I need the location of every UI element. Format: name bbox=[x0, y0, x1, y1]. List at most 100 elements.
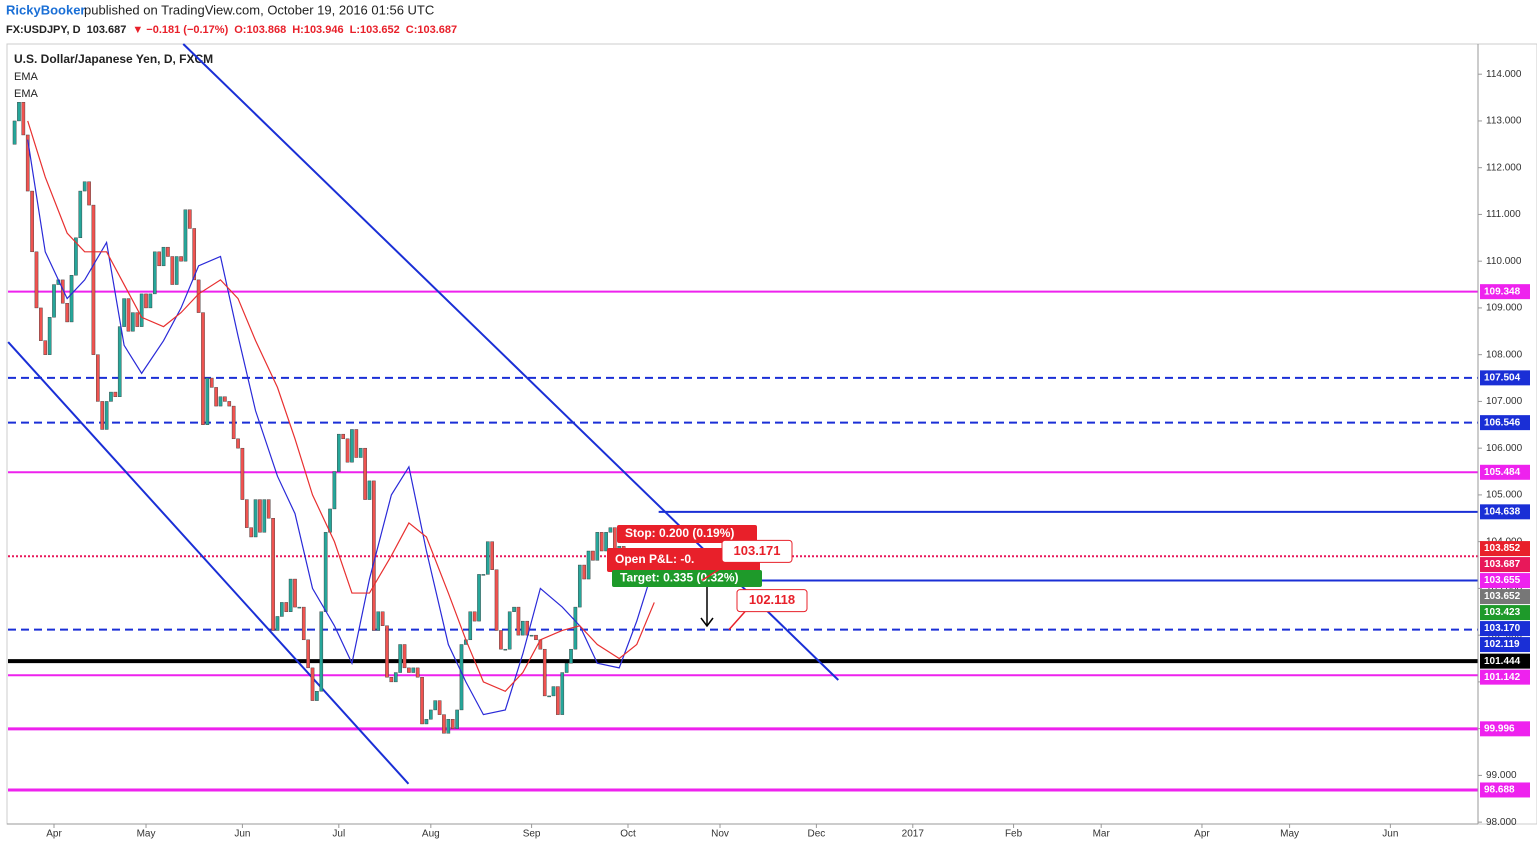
symbol-close: C:103.687 bbox=[406, 24, 457, 36]
candle-body bbox=[450, 719, 455, 729]
price-label-bg bbox=[1480, 669, 1530, 685]
price-label: 101.444 bbox=[1484, 656, 1521, 667]
candle-body bbox=[201, 312, 205, 425]
candle-body bbox=[43, 340, 48, 355]
price-label-bg bbox=[1480, 782, 1530, 798]
candle-body bbox=[271, 518, 275, 631]
x-tick-label: Sep bbox=[523, 829, 541, 840]
callout-pointer bbox=[701, 561, 731, 582]
candle-body bbox=[599, 532, 604, 552]
candle-body bbox=[499, 630, 503, 650]
y-tick-label: 108.000 bbox=[1486, 349, 1523, 360]
candle-body bbox=[293, 578, 297, 608]
symbol-low: L:103.652 bbox=[350, 24, 400, 36]
candle-body bbox=[556, 686, 560, 715]
candle-body bbox=[122, 298, 126, 327]
candle-body bbox=[188, 209, 192, 229]
x-tick-label: Apr bbox=[46, 829, 62, 840]
price-label-bg bbox=[1480, 573, 1530, 589]
candle-body bbox=[306, 639, 310, 669]
price-label-bg bbox=[1480, 415, 1530, 431]
candle-body bbox=[12, 120, 17, 145]
price-label: 105.484 bbox=[1484, 467, 1521, 478]
callout-label: 103.171 bbox=[734, 543, 781, 558]
x-tick-label: Oct bbox=[620, 829, 636, 840]
x-tick-label: May bbox=[137, 829, 156, 840]
candle-body bbox=[415, 667, 420, 678]
price-label: 103.423 bbox=[1484, 607, 1521, 618]
candle-body bbox=[490, 541, 494, 570]
legend-ema: EMA bbox=[14, 71, 39, 83]
candle-body bbox=[179, 256, 183, 262]
x-tick-label: 2017 bbox=[902, 829, 925, 840]
symbol-open: O:103.868 bbox=[234, 24, 286, 36]
candle-body bbox=[284, 602, 289, 612]
candle-body bbox=[183, 209, 188, 262]
candle-body bbox=[209, 377, 214, 388]
candle-body bbox=[161, 246, 166, 267]
candle-body bbox=[608, 527, 613, 533]
candle-body bbox=[100, 401, 105, 430]
candle-body bbox=[52, 284, 56, 318]
y-tick-label: 106.000 bbox=[1486, 443, 1523, 454]
candle-body bbox=[218, 396, 223, 407]
callout-box bbox=[721, 539, 793, 563]
candle-body bbox=[39, 307, 43, 341]
candle-body bbox=[507, 611, 512, 650]
candle-body bbox=[564, 662, 569, 673]
candle-body bbox=[166, 246, 170, 257]
candle-body bbox=[78, 190, 83, 239]
y-tick-label: 99.000 bbox=[1486, 770, 1517, 781]
candle-body bbox=[437, 700, 442, 715]
candle-body bbox=[332, 471, 337, 510]
x-tick-label: Apr bbox=[1194, 829, 1210, 840]
author[interactable]: RickyBooker bbox=[6, 2, 85, 17]
price-label-bg bbox=[1480, 464, 1530, 480]
published: published on TradingView.com, October 19… bbox=[84, 2, 434, 17]
candle-body bbox=[135, 312, 140, 327]
price-label-bg bbox=[1480, 504, 1530, 520]
symbol-change: ▼ −0.181 (−0.17%) bbox=[132, 24, 228, 36]
x-tick-label: May bbox=[1280, 829, 1299, 840]
y-tick-label: 113.000 bbox=[1486, 116, 1522, 127]
candle-body bbox=[25, 134, 30, 192]
candle-body bbox=[47, 317, 52, 355]
candle-body bbox=[96, 354, 100, 402]
candle-body bbox=[253, 499, 258, 538]
candle-body bbox=[481, 574, 486, 576]
candle-body bbox=[560, 672, 565, 715]
candle-body bbox=[240, 447, 245, 500]
candle-body bbox=[170, 256, 175, 285]
x-tick-label: Jun bbox=[234, 829, 250, 840]
symbol-price: 103.687 bbox=[87, 24, 127, 36]
candle-body bbox=[367, 480, 372, 500]
candle-body bbox=[433, 700, 437, 711]
price-label: 106.546 bbox=[1484, 417, 1521, 428]
candle-body bbox=[82, 181, 87, 192]
candle-body bbox=[459, 644, 464, 711]
candle-body bbox=[407, 667, 411, 673]
candle-body bbox=[591, 550, 595, 561]
candle-body bbox=[301, 606, 306, 641]
price-label: 103.652 bbox=[1484, 591, 1521, 602]
candle-body bbox=[577, 564, 582, 608]
candle-body bbox=[258, 499, 262, 533]
candle-body bbox=[350, 429, 354, 463]
candle-body bbox=[477, 574, 481, 622]
candle-body bbox=[227, 401, 232, 407]
ema-line bbox=[27, 120, 655, 692]
position-stop: Stop: 0.200 (0.19%) bbox=[625, 526, 734, 540]
candle-body bbox=[236, 438, 240, 449]
candle-body bbox=[525, 620, 530, 636]
price-label: 102.119 bbox=[1484, 639, 1520, 650]
price-label: 99.996 bbox=[1484, 723, 1515, 734]
price-label-bg bbox=[1480, 605, 1530, 621]
candle-body bbox=[542, 648, 547, 697]
price-label-bg bbox=[1480, 284, 1530, 300]
candle-body bbox=[363, 447, 367, 500]
price-label-bg bbox=[1480, 541, 1530, 557]
y-tick-label: 109.000 bbox=[1486, 303, 1523, 314]
candle-body bbox=[192, 228, 197, 281]
candle-body bbox=[262, 499, 267, 533]
